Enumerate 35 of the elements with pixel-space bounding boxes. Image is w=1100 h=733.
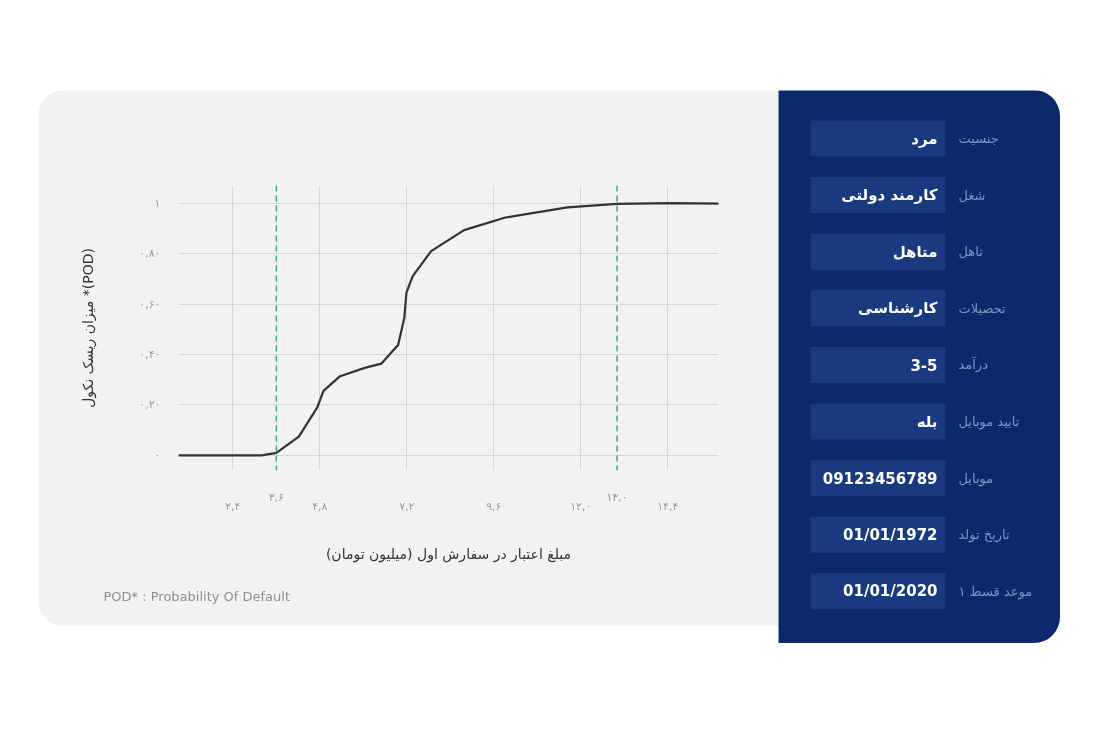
- text: شغل: [958, 187, 986, 203]
- y-tick-label: ۰,۸۰: [139, 247, 161, 261]
- text: موبایل: [958, 470, 994, 487]
- text: کارمند دولتی: [841, 186, 938, 205]
- text: 09123456789: [822, 470, 938, 489]
- x-tick-label: ۱۴,۴: [657, 499, 679, 513]
- text: 01/01/2020: [843, 582, 938, 601]
- text: درآمد: [958, 356, 989, 374]
- ref-line-label: ۳,۶: [268, 490, 285, 504]
- y-tick-label: ۰,۴۰: [139, 347, 161, 361]
- x-axis-title: مبلغ اعتبار در سفارش اول (میلیون تومان): [325, 545, 572, 563]
- text: تحصیلات: [958, 300, 1007, 316]
- text: 3-5: [910, 356, 938, 375]
- text: POD* : Probability Of Default: [103, 589, 291, 604]
- text: کارشناسی: [858, 299, 938, 318]
- text: متاهل: [892, 242, 938, 261]
- text: موعد قسط ۱: [958, 583, 1033, 600]
- y-tick-label: ۰,۲۰: [139, 398, 161, 412]
- x-tick-label: ۱۲,۰: [570, 499, 592, 513]
- x-tick-label: ۲,۴: [225, 499, 241, 513]
- x-tick-label: ۷,۲: [399, 499, 415, 513]
- text: 01/01/1972: [843, 525, 938, 544]
- x-tick-label: ۹,۶: [486, 499, 502, 513]
- y-tick-label: ۰: [154, 448, 161, 462]
- text: جنسیت: [958, 131, 999, 146]
- ref-line-label: ۱۳,۰: [606, 490, 628, 504]
- text: تاهل: [958, 244, 984, 260]
- x-tick-label: ۴,۸: [312, 499, 328, 513]
- text: تایید موبایل: [958, 414, 1020, 430]
- text: تاریخ تولد: [958, 527, 1010, 544]
- y-tick-label: ۱: [154, 196, 161, 210]
- text: مرد: [911, 129, 938, 148]
- text: بله: [916, 412, 938, 431]
- y-axis-title: میزان ریسک نکول *(POD): [80, 248, 98, 408]
- y-tick-label: ۰,۶۰: [139, 297, 161, 311]
